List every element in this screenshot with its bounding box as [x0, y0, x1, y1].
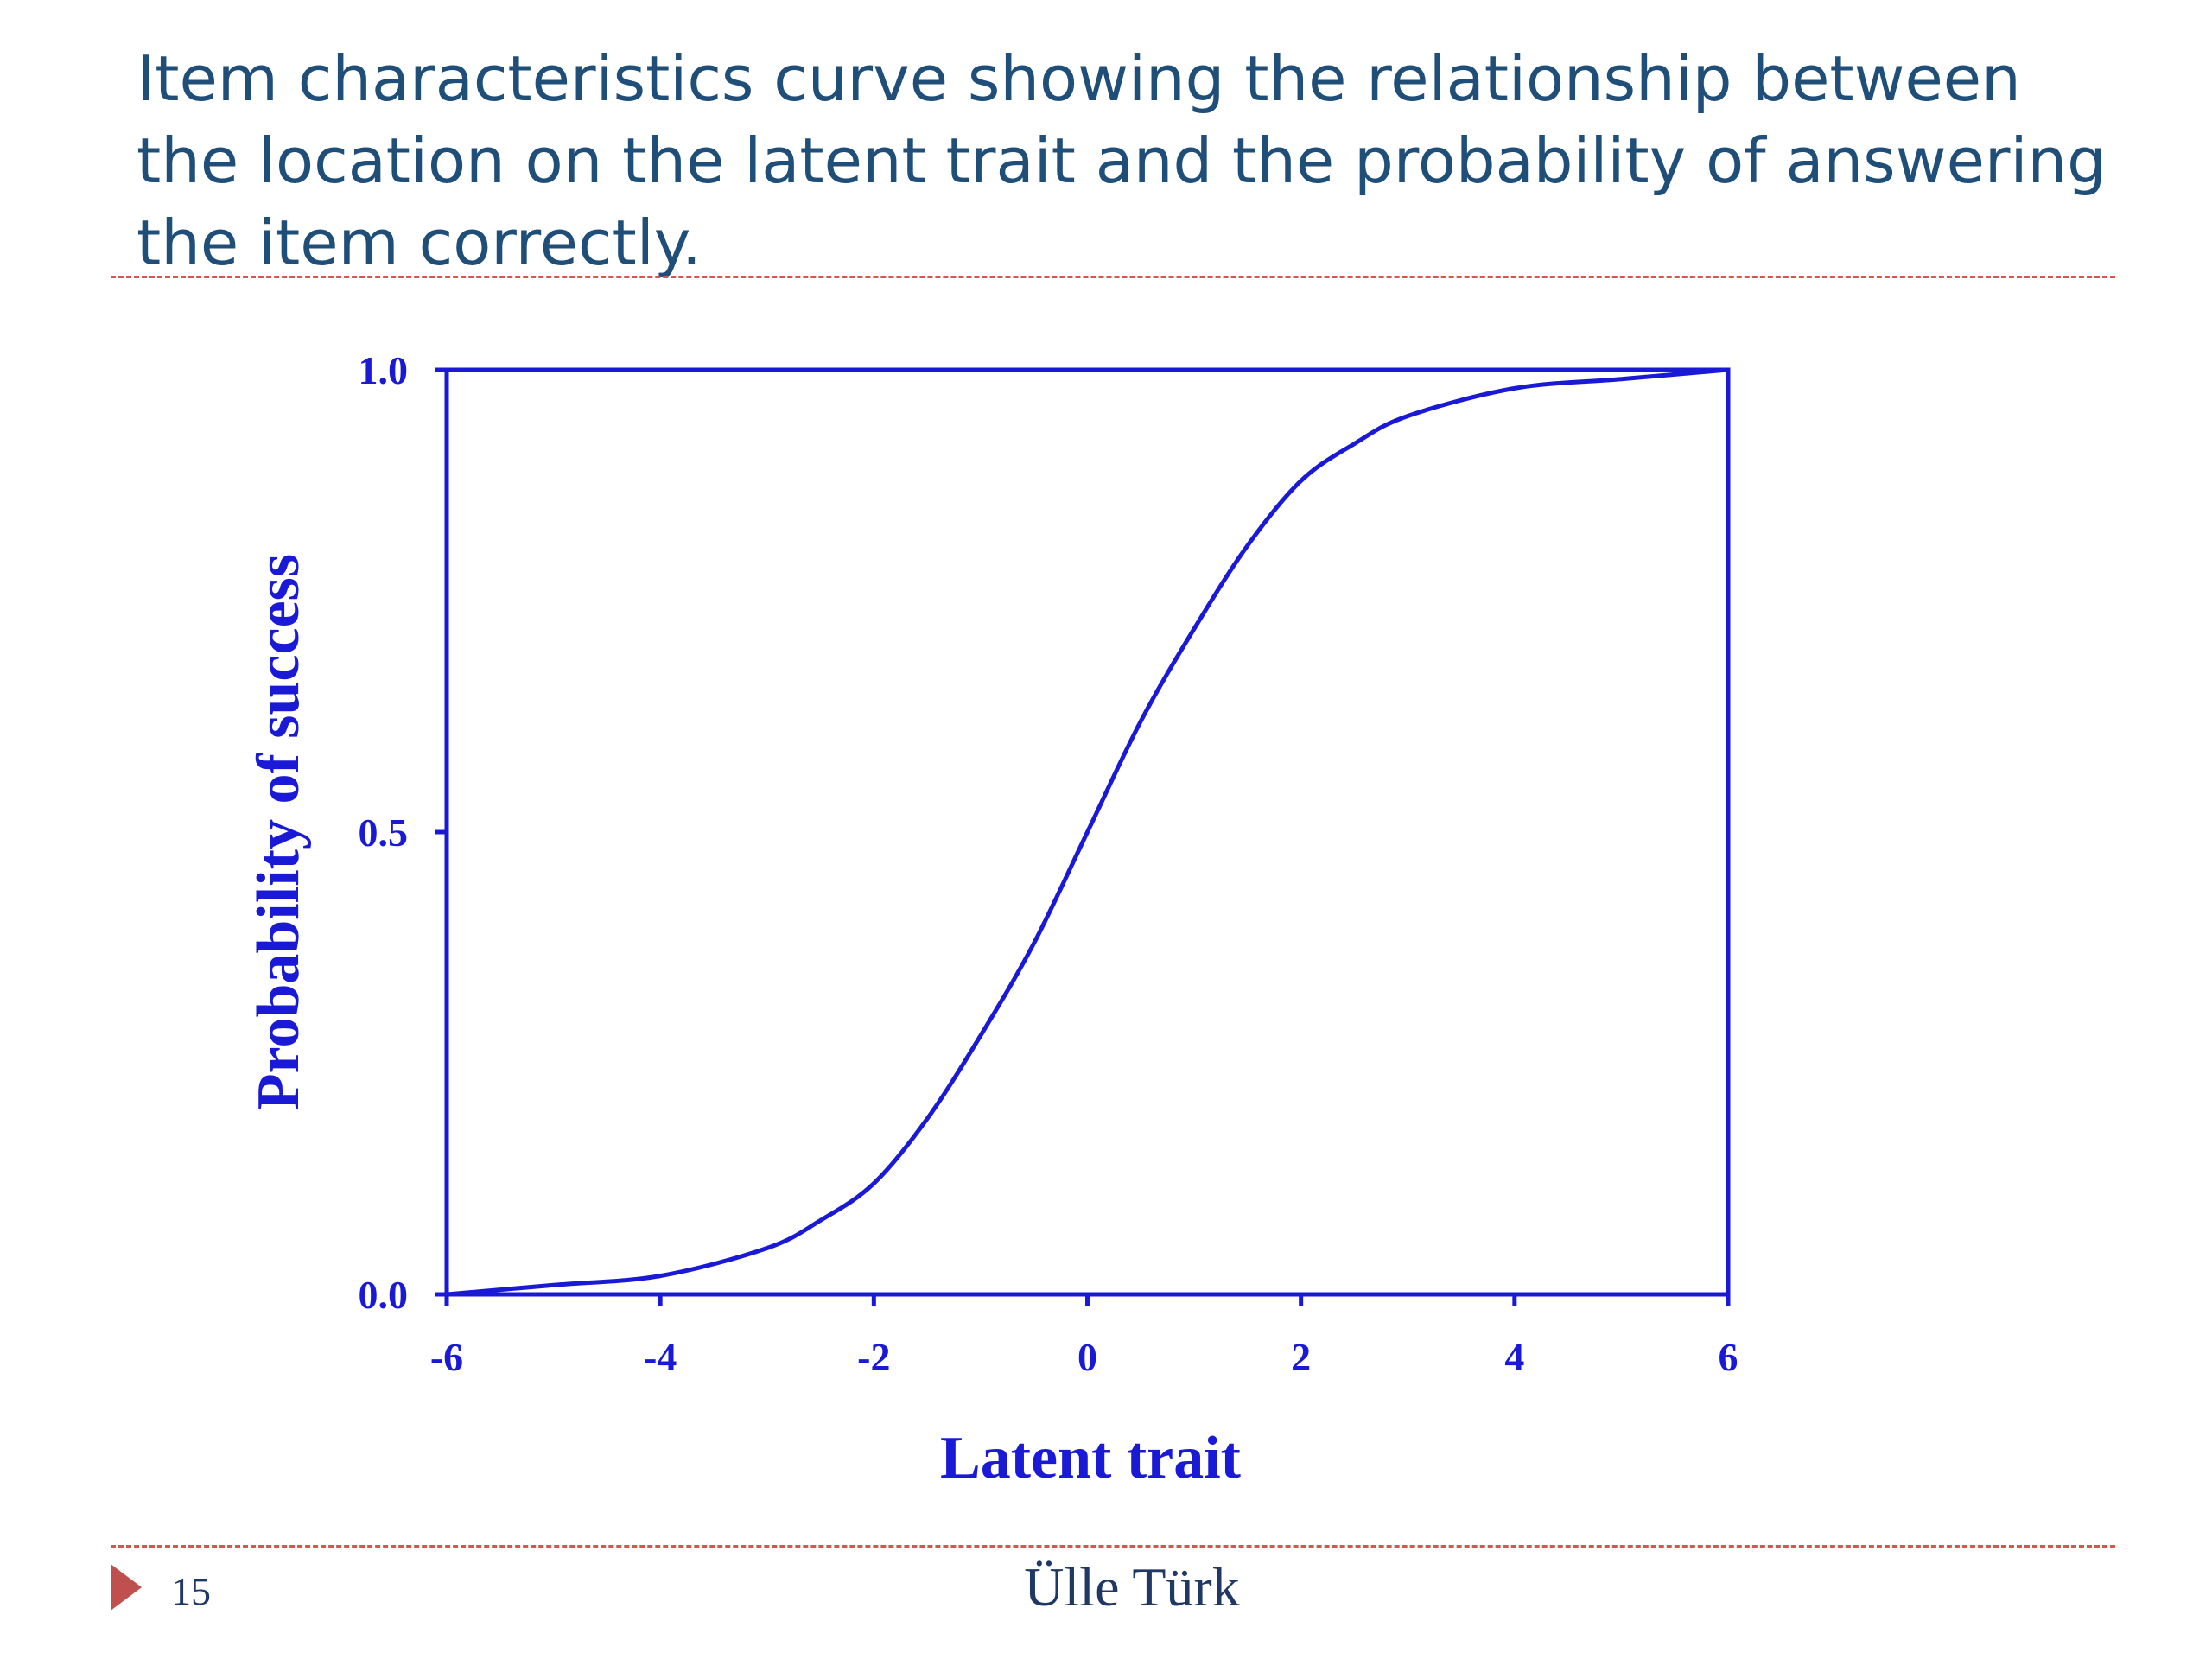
x-tick-label: 4: [1504, 1335, 1524, 1379]
y-axis-label: Probability of success: [245, 554, 312, 1110]
x-tick-label: 6: [1719, 1335, 1738, 1379]
title-divider: [111, 276, 2115, 278]
x-tick-label: -4: [644, 1335, 677, 1379]
slide-title: Item characteristics curve showing the r…: [137, 42, 2107, 279]
x-tick-label: 0: [1077, 1335, 1097, 1379]
x-tick-label: -6: [430, 1335, 463, 1379]
x-tick-label: -2: [857, 1335, 890, 1379]
x-tick-label: 2: [1291, 1335, 1311, 1379]
triangle-bullet-icon: [111, 1564, 142, 1611]
footer-divider: [111, 1545, 2115, 1548]
page-number: 15: [171, 1569, 211, 1613]
series-line: [446, 367, 1729, 1297]
y-tick-label: 0.5: [359, 810, 409, 855]
y-tick-label: 0.0: [359, 1273, 409, 1317]
author-name: Ülle Türk: [1024, 1556, 1240, 1618]
y-tick-label: 1.0: [359, 348, 409, 392]
x-axis-label: Latent trait: [940, 1425, 1241, 1491]
